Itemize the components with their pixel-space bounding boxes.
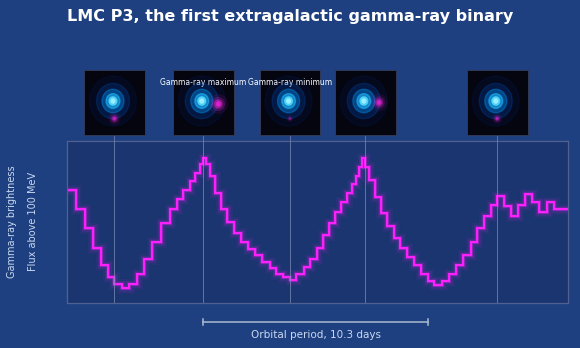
Circle shape [272, 84, 305, 119]
Circle shape [209, 95, 227, 113]
Circle shape [102, 89, 124, 113]
Text: Gamma-ray minimum: Gamma-ray minimum [248, 78, 332, 87]
Circle shape [371, 94, 387, 111]
Circle shape [287, 99, 291, 103]
Text: Gamma-ray brightness: Gamma-ray brightness [7, 166, 17, 278]
Circle shape [195, 94, 209, 108]
Circle shape [185, 84, 218, 119]
Circle shape [289, 118, 291, 120]
Circle shape [374, 97, 385, 108]
Circle shape [285, 97, 292, 105]
Circle shape [111, 116, 117, 121]
Circle shape [485, 89, 507, 113]
Text: LMC P3, the first extragalactic gamma-ray binary: LMC P3, the first extragalactic gamma-ra… [67, 9, 513, 24]
Circle shape [289, 118, 291, 119]
Circle shape [375, 99, 382, 106]
Circle shape [113, 117, 116, 120]
Circle shape [109, 97, 117, 105]
Circle shape [191, 89, 213, 113]
Circle shape [495, 116, 499, 121]
Circle shape [378, 102, 380, 103]
Text: Orbital period, 10.3 days: Orbital period, 10.3 days [251, 330, 380, 340]
Circle shape [200, 99, 204, 103]
Circle shape [377, 101, 381, 104]
Circle shape [496, 117, 498, 120]
Circle shape [96, 84, 129, 119]
Circle shape [472, 76, 519, 126]
Circle shape [494, 115, 501, 122]
Circle shape [179, 76, 225, 126]
Circle shape [494, 99, 498, 103]
Circle shape [353, 89, 375, 113]
Circle shape [89, 76, 136, 126]
Circle shape [360, 97, 368, 105]
Circle shape [111, 99, 115, 103]
Circle shape [216, 102, 220, 106]
Circle shape [288, 117, 291, 120]
Circle shape [278, 89, 300, 113]
Text: Gamma-ray maximum: Gamma-ray maximum [160, 78, 246, 87]
Circle shape [198, 97, 206, 105]
Circle shape [362, 99, 366, 103]
Circle shape [212, 97, 224, 111]
Circle shape [106, 94, 120, 108]
Circle shape [489, 94, 503, 108]
Text: Flux above 100 MeV: Flux above 100 MeV [28, 172, 38, 271]
Circle shape [492, 97, 499, 105]
Circle shape [110, 114, 118, 123]
Circle shape [215, 100, 222, 108]
Circle shape [265, 76, 312, 126]
Circle shape [479, 84, 512, 119]
Circle shape [282, 94, 295, 108]
Circle shape [340, 76, 387, 126]
Circle shape [496, 118, 498, 119]
Circle shape [347, 84, 380, 119]
Circle shape [357, 94, 371, 108]
Circle shape [114, 118, 115, 119]
Circle shape [218, 103, 219, 105]
